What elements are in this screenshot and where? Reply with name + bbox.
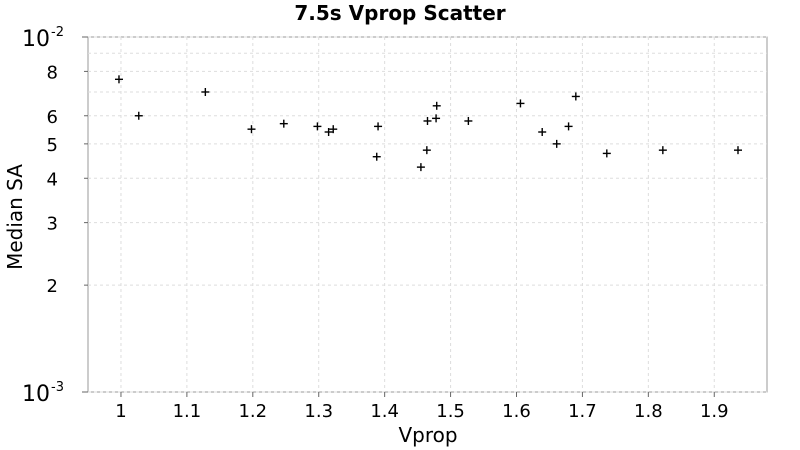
y-tick-exponent: -3 [51,380,64,395]
x-axis-ticks: 1 1.1 1.2 1.3 1.4 1.5 1.6 1.7 1.8 1.9 [115,392,729,422]
data-point [602,149,611,158]
data-point [464,116,473,125]
data-point [247,125,256,134]
data-point [516,99,525,108]
data-point [279,119,288,128]
x-tick-label: 1.7 [568,401,597,422]
data-point [134,111,143,120]
x-tick-label: 1.1 [173,401,202,422]
x-tick-label: 1.9 [700,401,729,422]
x-tick-label: 1.8 [634,401,663,422]
y-tick-label: 3 [47,214,58,235]
x-tick-label: 1.5 [436,401,465,422]
data-point [374,122,383,131]
data-point [114,75,123,84]
y-tick-exponent: -2 [51,25,64,40]
grid-lines [88,36,767,393]
data-point [372,152,381,161]
x-tick-label: 1.6 [502,401,531,422]
data-point [329,125,338,134]
x-tick-label: 1.3 [304,401,333,422]
data-point [658,146,667,155]
y-tick-label-major: 10 [22,27,50,52]
plot-area [87,36,768,393]
data-point [538,128,547,137]
x-tick-label: 1.4 [370,401,399,422]
data-point [571,92,580,101]
data-point [201,87,210,96]
y-axis-label: Median SA [3,164,27,270]
data-point [416,163,425,172]
data-point [733,146,742,155]
data-point [422,146,431,155]
y-tick-label: 2 [47,276,58,297]
x-tick-label: 1 [115,401,126,422]
y-tick-label-major: 10 [22,382,50,407]
y-tick-label: 8 [47,62,58,83]
data-point [432,101,441,110]
data-point [313,122,322,131]
y-tick-label: 6 [47,107,58,128]
data-point [423,116,432,125]
data-points [114,75,742,172]
data-point [552,139,561,148]
data-point [324,128,333,137]
y-tick-label: 5 [47,135,58,156]
y-tick-label: 4 [47,169,58,190]
data-point [432,114,441,123]
chart-title: 7.5s Vprop Scatter [294,1,505,25]
x-axis-label: Vprop [398,423,457,447]
data-point [564,122,573,131]
x-tick-label: 1.2 [238,401,267,422]
